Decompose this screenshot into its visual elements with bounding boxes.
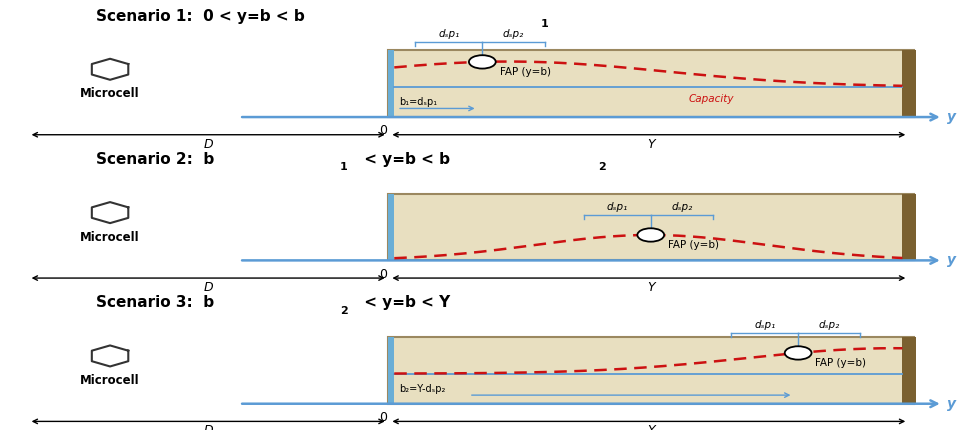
Text: Capacity: Capacity <box>689 94 735 104</box>
Bar <box>902 50 916 117</box>
Text: 1: 1 <box>340 163 347 172</box>
Text: Scenario 1:  0 < y=b < b: Scenario 1: 0 < y=b < b <box>96 9 304 24</box>
Text: D: D <box>203 138 213 150</box>
Text: dₛp₁: dₛp₁ <box>438 29 459 39</box>
Text: y: y <box>947 110 956 124</box>
Circle shape <box>637 228 664 242</box>
Text: 2: 2 <box>340 306 347 316</box>
Bar <box>388 337 394 404</box>
Text: dₛp₂: dₛp₂ <box>671 202 693 212</box>
Text: 0: 0 <box>379 267 387 280</box>
Text: y: y <box>947 397 956 411</box>
Text: dₛp₁: dₛp₁ <box>754 320 775 330</box>
Bar <box>388 337 914 404</box>
Text: D: D <box>203 424 213 430</box>
Text: Microcell: Microcell <box>80 87 140 101</box>
Text: Y: Y <box>647 281 655 294</box>
Text: Y: Y <box>647 138 655 150</box>
Text: b₁=dₛp₁: b₁=dₛp₁ <box>399 97 437 107</box>
Text: y: y <box>947 253 956 267</box>
Text: 0: 0 <box>379 124 387 137</box>
Text: Scenario 2:  b: Scenario 2: b <box>96 152 214 167</box>
Text: dₛp₂: dₛp₂ <box>818 320 840 330</box>
Text: Scenario 3:  b: Scenario 3: b <box>96 295 213 310</box>
Text: FAP (y=b): FAP (y=b) <box>668 240 719 250</box>
Text: 2: 2 <box>598 163 606 172</box>
Text: FAP (y=b): FAP (y=b) <box>815 358 866 368</box>
Text: Y: Y <box>647 424 655 430</box>
Text: < y=b < b: < y=b < b <box>359 152 450 167</box>
Circle shape <box>469 55 496 68</box>
Circle shape <box>785 346 812 359</box>
Text: 1: 1 <box>541 19 548 29</box>
Bar <box>388 50 914 117</box>
Bar <box>388 194 394 261</box>
Bar <box>902 194 916 261</box>
Text: b₂=Y-dₛp₂: b₂=Y-dₛp₂ <box>399 384 445 394</box>
Text: Microcell: Microcell <box>80 374 140 387</box>
Text: D: D <box>203 281 213 294</box>
Bar <box>388 50 394 117</box>
Text: FAP (y=b): FAP (y=b) <box>500 67 550 77</box>
Bar <box>388 194 914 261</box>
Text: < y=b < Y: < y=b < Y <box>359 295 450 310</box>
Text: dₛp₂: dₛp₂ <box>502 29 524 39</box>
Text: dₛp₁: dₛp₁ <box>607 202 628 212</box>
Text: Microcell: Microcell <box>80 231 140 244</box>
Bar <box>902 337 916 404</box>
Text: 0: 0 <box>379 411 387 424</box>
